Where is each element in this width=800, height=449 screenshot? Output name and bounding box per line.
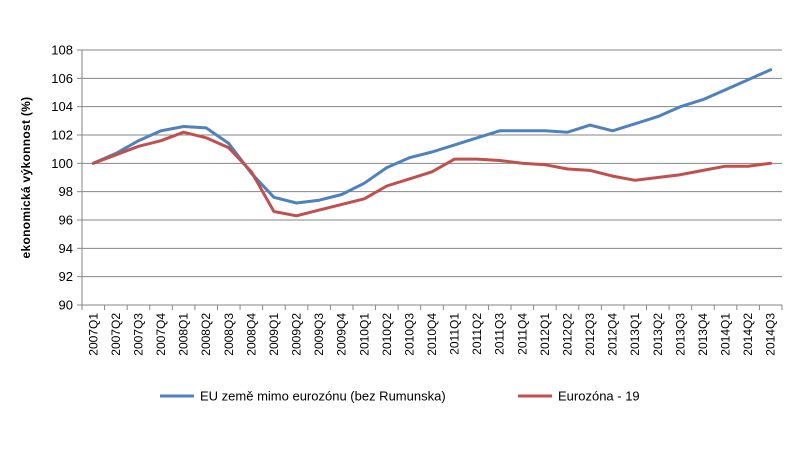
x-tick-label: 2008Q1 <box>177 313 191 356</box>
x-tick-label: 2012Q3 <box>583 313 597 356</box>
x-tick-label: 2013Q1 <box>628 313 642 356</box>
x-tick-label: 2013Q4 <box>696 313 710 356</box>
x-tick-label: 2013Q2 <box>651 313 665 356</box>
x-tick-label: 2012Q4 <box>606 313 620 356</box>
x-tick-label: 2008Q2 <box>199 313 213 356</box>
x-tick-label: 2009Q4 <box>335 313 349 356</box>
x-tick-label: 2009Q1 <box>267 313 281 356</box>
x-tick-label: 2007Q1 <box>86 313 100 356</box>
y-tick-label: 94 <box>59 241 73 256</box>
gridlines <box>77 49 783 310</box>
x-tick-label: 2011Q4 <box>515 313 529 355</box>
x-tick-label: 2014Q2 <box>741 313 755 356</box>
y-tick-label: 92 <box>59 269 73 284</box>
x-tick-label: 2008Q4 <box>244 313 258 356</box>
legend-label-1: EU země mimo eurozónu (bez Rumunska) <box>200 389 446 404</box>
x-tick-label: 2014Q1 <box>719 313 733 356</box>
x-tick-label: 2012Q1 <box>538 313 552 356</box>
y-tick-label: 108 <box>51 43 73 58</box>
legend-label-2: Eurozóna - 19 <box>558 389 640 404</box>
y-tick-label: 96 <box>59 213 73 228</box>
y-axis-label: ekonomická výkonnost (%) <box>19 97 33 259</box>
y-tick-labels: 90 92 94 96 98 100 102 104 106 108 <box>51 43 73 313</box>
x-tick-label: 2007Q4 <box>154 313 168 356</box>
x-tick-label: 2010Q4 <box>425 313 439 356</box>
y-tick-label: 102 <box>51 128 73 143</box>
series-lines <box>91 68 773 218</box>
x-tick-label: 2011Q3 <box>493 313 507 355</box>
x-tick-label: 2013Q3 <box>673 313 687 356</box>
x-tick-label: 2010Q3 <box>402 313 416 356</box>
legend: EU země mimo eurozónu (bez Rumunska) Euro… <box>160 389 640 404</box>
x-tick-label: 2007Q2 <box>109 313 123 356</box>
x-tick-label: 2011Q1 <box>448 313 462 355</box>
x-tick-label: 2009Q2 <box>290 313 304 356</box>
y-tick-label: 104 <box>51 99 73 114</box>
x-tick-label: 2008Q3 <box>222 313 236 356</box>
y-tick-label: 90 <box>59 298 73 313</box>
y-tick-label: 100 <box>51 156 73 171</box>
x-tick-label: 2009Q3 <box>312 313 326 356</box>
x-tick-label: 2014Q3 <box>764 313 778 356</box>
x-tick-label: 2012Q2 <box>560 313 574 356</box>
x-tick-labels: 2007Q1 2007Q2 2007Q3 2007Q4 2008Q1 2008Q2 2008… <box>86 313 777 356</box>
axes <box>81 50 782 306</box>
y-tick-label: 98 <box>59 184 73 199</box>
y-tick-label: 106 <box>51 71 73 86</box>
x-tick-label: 2010Q2 <box>380 313 394 356</box>
series-line-2 <box>91 130 773 218</box>
x-tick-label: 2011Q2 <box>470 313 484 355</box>
x-tick-label: 2007Q3 <box>131 313 145 356</box>
series-line-1 <box>91 68 773 205</box>
x-tick-label: 2010Q1 <box>357 313 371 356</box>
